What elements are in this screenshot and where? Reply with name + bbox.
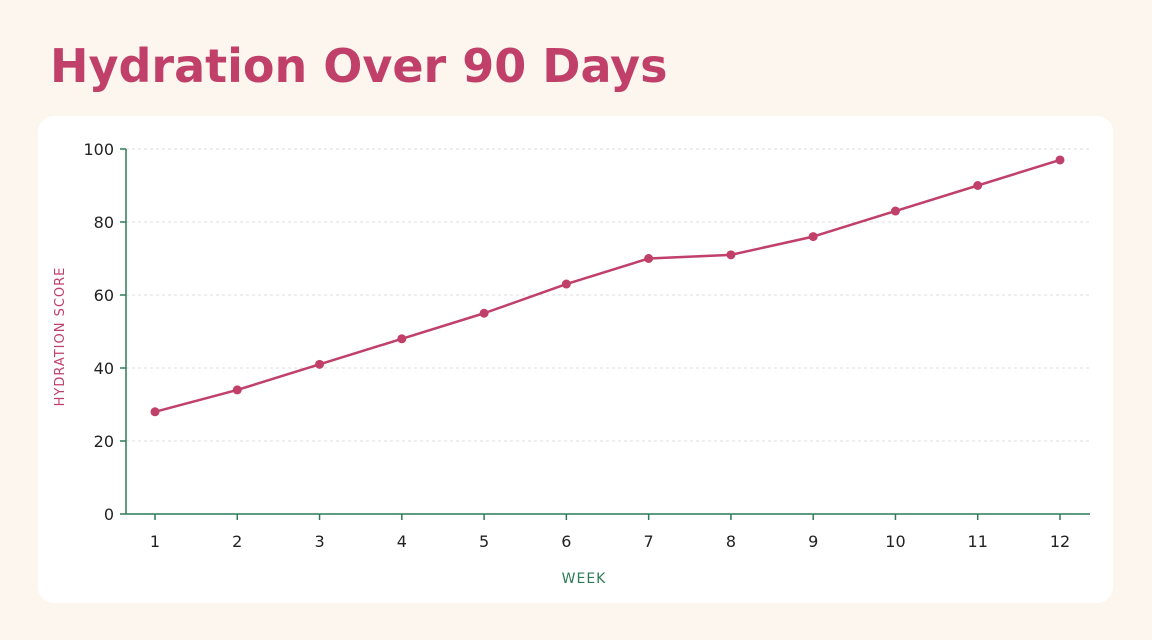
series-line (153, 158, 1062, 414)
x-tick-label: 5 (479, 532, 489, 551)
data-point (315, 359, 325, 369)
y-tick-label: 20 (94, 432, 114, 451)
gridlines (126, 148, 1090, 442)
chart-card: 0 20 40 60 80 100 1 2 3 4 5 6 7 8 9 10 11 12 HYDRATION SC… (38, 116, 1113, 603)
axes (120, 148, 1090, 520)
data-series (150, 155, 1065, 417)
x-tick-label: 8 (726, 532, 736, 551)
data-point (973, 181, 983, 190)
data-point (561, 279, 571, 289)
x-tick-label: 12 (1050, 532, 1070, 551)
x-tick-label: 2 (232, 532, 242, 551)
x-tick-label: 7 (644, 532, 654, 551)
data-point (150, 407, 160, 417)
x-tick-label: 1 (150, 532, 160, 551)
data-point (644, 254, 654, 263)
x-tick-label: 11 (968, 532, 988, 551)
y-axis-label: HYDRATION SCORE (53, 267, 68, 407)
data-point (1055, 155, 1065, 165)
x-tick-label: 3 (314, 532, 324, 551)
page-title: Hydration Over 90 Days (50, 39, 668, 93)
data-point (808, 232, 818, 242)
y-tick-label: 40 (94, 359, 114, 378)
y-tick-label: 100 (83, 140, 114, 159)
y-tick-label: 80 (94, 213, 114, 232)
data-point (397, 334, 407, 344)
y-tick-label: 0 (104, 505, 114, 524)
data-point (479, 308, 489, 318)
x-axis-label: WEEK (562, 571, 607, 587)
y-tick-label: 60 (94, 286, 114, 305)
data-point (726, 250, 736, 260)
x-tick-label: 10 (885, 532, 905, 551)
x-tick-label: 6 (561, 532, 571, 551)
data-point (890, 206, 900, 216)
data-point (232, 385, 242, 395)
x-tick-label: 9 (808, 532, 818, 551)
x-tick-label: 4 (397, 532, 407, 551)
